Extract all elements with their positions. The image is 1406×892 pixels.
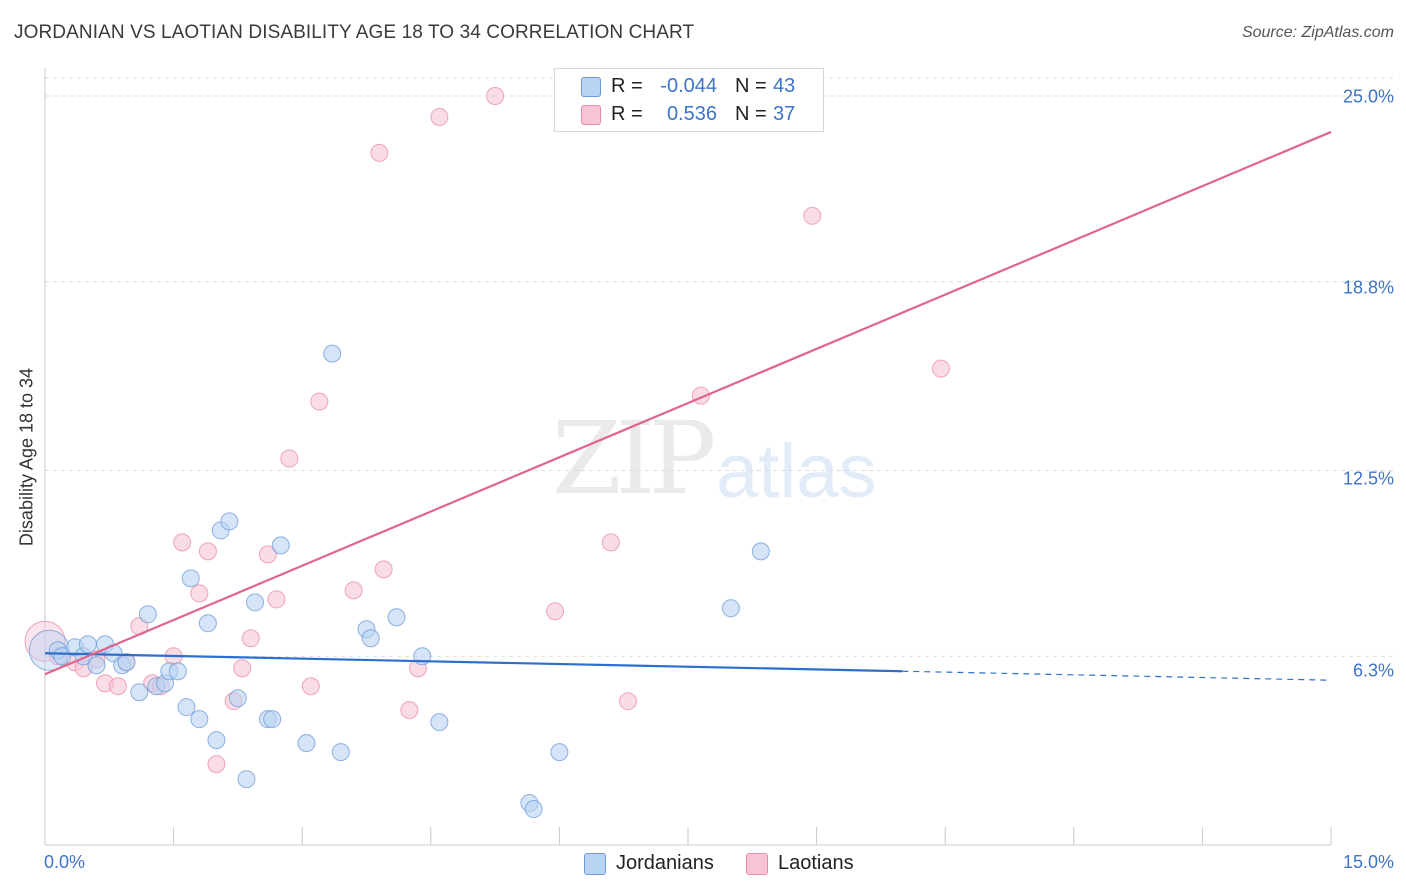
legend-label-laotians: Laotians <box>778 852 854 874</box>
jordanian-point <box>207 731 226 750</box>
legend-n-label: N = <box>735 75 767 97</box>
legend-r-value-laotians: 0.536 <box>666 103 717 125</box>
jordanian-point <box>117 653 136 672</box>
laotian-point <box>370 143 389 162</box>
jordanian-point <box>53 647 72 666</box>
jordanian-point <box>198 614 217 633</box>
laotian-point <box>173 533 192 552</box>
laotian-point <box>803 206 822 225</box>
jordanian-point <box>190 710 209 729</box>
laotian-point <box>190 584 209 603</box>
jordanians-trend-extension <box>902 670 1332 681</box>
jordanian-point <box>331 743 350 762</box>
laotian-point <box>207 755 226 774</box>
laotian-point <box>486 86 505 105</box>
laotian-point <box>400 701 419 720</box>
jordanian-point <box>130 683 149 702</box>
jordanian-point <box>721 599 740 618</box>
laotian-point <box>310 392 329 411</box>
jordanian-point <box>751 542 770 561</box>
laotians-legend-swatch <box>746 853 768 875</box>
legend-r-label: R = <box>611 75 643 97</box>
laotian-point <box>301 677 320 696</box>
laotian-point <box>618 692 637 711</box>
x-tick-label-min: 0.0% <box>44 852 86 872</box>
laotians-trend-line <box>44 130 1332 676</box>
watermark-atlas: atlas <box>716 429 877 514</box>
jordanians-trend-line <box>44 652 903 673</box>
y-tick-label-18-8: 18.8% <box>1342 277 1394 298</box>
laotian-point <box>546 602 565 621</box>
laotian-point <box>198 542 217 561</box>
laotians-swatch <box>581 105 601 125</box>
jordanian-point <box>246 593 265 612</box>
stats-legend: R = -0.044 N = 43 R = 0.536 N = 37 <box>554 68 824 132</box>
jordanian-point <box>78 635 97 654</box>
laotian-point <box>233 659 252 678</box>
jordanian-point <box>220 512 239 531</box>
chart-title: JORDANIAN VS LAOTIAN DISABILITY AGE 18 T… <box>14 22 695 43</box>
legend-r-label: R = <box>611 103 643 125</box>
jordanian-point <box>387 608 406 627</box>
jordanian-point <box>524 800 543 819</box>
jordanian-point <box>168 662 187 681</box>
jordanian-point <box>297 734 316 753</box>
laotian-point <box>108 677 127 696</box>
legend-n-value-jordanians: 43 <box>773 75 796 97</box>
watermark-zip: ZIP <box>552 400 716 517</box>
jordanian-point <box>430 713 449 732</box>
laotian-point <box>344 581 363 600</box>
y-tick-label-12-5: 12.5% <box>1342 468 1394 489</box>
jordanian-point <box>263 710 282 729</box>
x-tick-label-max: 15.0% <box>1342 852 1394 872</box>
legend-n-label: N = <box>735 103 767 125</box>
y-tick-label-25: 25.0% <box>1342 86 1394 107</box>
laotian-point <box>601 533 620 552</box>
laotian-point <box>241 629 260 648</box>
jordanian-point <box>177 698 196 717</box>
jordanian-point <box>361 629 380 648</box>
jordanian-point <box>138 605 157 624</box>
laotian-point <box>267 590 286 609</box>
laotian-point <box>430 107 449 126</box>
jordanian-point <box>550 743 569 762</box>
laotian-point <box>258 545 277 564</box>
legend-r-value-jordanians: -0.044 <box>660 75 717 97</box>
jordanian-point <box>237 770 256 789</box>
legend-label-jordanians: Jordanians <box>616 852 714 874</box>
source-label: Source: ZipAtlas.com <box>1241 24 1394 41</box>
jordanian-point <box>323 344 342 363</box>
jordanian-point <box>87 656 106 675</box>
y-tick-label-6-3: 6.3% <box>1352 660 1394 681</box>
legend-n-value-laotians: 37 <box>773 103 796 125</box>
jordanian-point <box>228 689 247 708</box>
laotian-point <box>280 449 299 468</box>
laotian-point <box>931 359 950 378</box>
laotian-point <box>374 560 393 579</box>
jordanian-point <box>271 536 290 555</box>
series-legend: Jordanians Laotians <box>0 852 1406 878</box>
jordanians-swatch <box>581 77 601 97</box>
jordanians-legend-swatch <box>584 853 606 875</box>
jordanian-point <box>181 569 200 588</box>
